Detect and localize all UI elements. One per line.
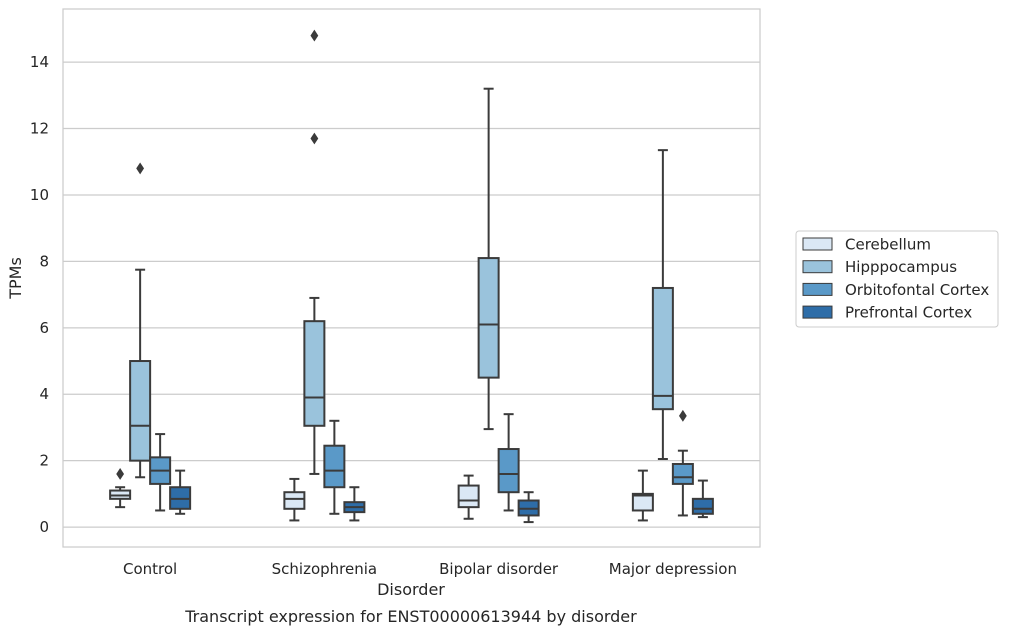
chart-caption: Transcript expression for ENST0000061394… [184, 607, 637, 626]
outlier-point [116, 468, 125, 480]
legend-swatch [802, 237, 833, 251]
legend-swatch [802, 305, 833, 319]
box-3-0 [631, 469, 654, 522]
y-tick-label: 0 [39, 518, 49, 536]
box-2-2 [497, 413, 520, 512]
box-body [631, 492, 654, 512]
box-2-0 [457, 474, 480, 520]
box-body [129, 360, 152, 462]
box-0-1 [129, 162, 152, 479]
box-body [691, 497, 714, 515]
outlier-point [310, 29, 319, 42]
x-axis-label: Disorder [377, 580, 445, 599]
outlier-point [678, 409, 687, 422]
y-tick-label: 8 [39, 252, 49, 270]
box-body [303, 320, 326, 427]
plot-frame [62, 8, 761, 548]
x-tick-label: Schizophrenia [272, 560, 377, 578]
y-tick-labels: 0 2 4 6 8 10 12 14 [30, 53, 49, 536]
box-body [457, 484, 480, 509]
x-tick-label: Control [123, 560, 177, 578]
box-3-2 [671, 409, 694, 517]
box-0-2 [149, 433, 172, 512]
box-body [283, 491, 306, 510]
legend-label: Cerebellum [845, 236, 931, 254]
y-tick-label: 4 [39, 385, 49, 403]
legend-label: Prefrontal Cortex [845, 304, 972, 322]
box-1-1 [303, 29, 326, 475]
legend-swatch [802, 282, 833, 296]
y-tick-label: 2 [39, 452, 49, 470]
box-3-1 [651, 149, 674, 460]
boxes [109, 29, 714, 524]
box-3-3 [691, 479, 714, 519]
y-axis-label: TPMs [6, 257, 25, 300]
y-tick-label: 6 [39, 319, 49, 337]
box-body [671, 462, 694, 485]
box-body [497, 448, 520, 494]
box-1-0 [283, 477, 306, 522]
legend: Cerebellum Hipppocampus Orbitofontal Corte… [795, 230, 999, 328]
y-tick-label: 12 [30, 120, 49, 138]
box-1-2 [323, 419, 346, 515]
legend-label: Hipppocampus [845, 258, 957, 276]
box-0-3 [169, 469, 192, 515]
legend-frame [795, 230, 999, 328]
box-2-3 [517, 491, 540, 524]
box-body [651, 286, 674, 411]
y-tick-label: 10 [30, 186, 49, 204]
box-0-0 [109, 468, 132, 509]
outlier-point [136, 162, 145, 175]
x-tick-labels: Control Schizophrenia Bipolar disorder Majo… [123, 560, 737, 578]
box-body [323, 444, 346, 489]
gridlines [63, 61, 760, 528]
box-1-3 [343, 486, 366, 522]
box-2-1 [477, 87, 500, 431]
legend-label: Orbitofontal Cortex [845, 281, 989, 299]
x-tick-label: Bipolar disorder [439, 560, 559, 578]
outlier-point [310, 132, 319, 145]
x-tick-label: Major depression [609, 560, 737, 578]
legend-swatch [802, 260, 833, 274]
box-body [477, 257, 500, 379]
y-tick-label: 14 [30, 53, 49, 71]
